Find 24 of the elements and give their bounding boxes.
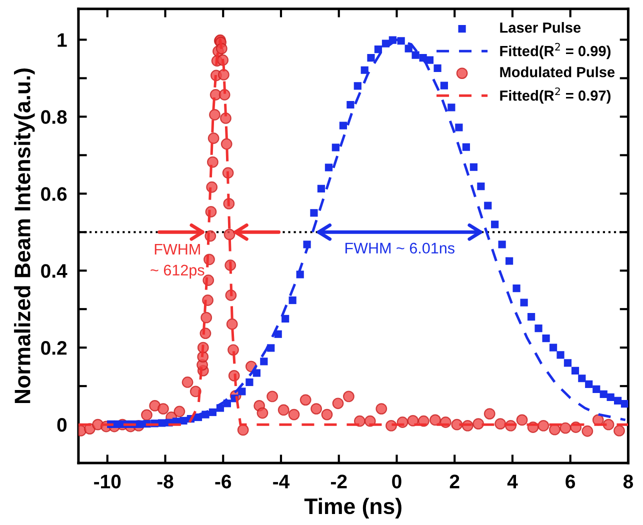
x-tick-label: -6: [215, 474, 232, 488]
y-tick-label: 0.6: [41, 187, 67, 201]
x-tick-label: -4: [273, 474, 290, 488]
annotation: FWHM ~ 612ps: [150, 244, 204, 279]
y-tick-label: 0.8: [41, 110, 67, 124]
legend-label: Fitted(R$^{2}$ = 0.99): [500, 42, 610, 60]
y-tick-label: 0.4: [41, 264, 68, 278]
x-tick-label: -8: [157, 474, 174, 488]
legend-label: Fitted(R$^{2}$ = 0.97): [500, 87, 610, 104]
x-tick-label: -2: [330, 474, 347, 488]
y-axis-title: Normalized Beam Intensity(a.u.): [14, 68, 35, 404]
x-tick-label: 6: [566, 474, 576, 488]
y-tick-label: 1: [58, 33, 67, 47]
x-tick-label: 0: [392, 474, 402, 488]
x-axis-title: Time (ns): [304, 498, 402, 519]
x-tick-label: -10: [94, 474, 121, 488]
legend-label: Modulated Pulse: [500, 66, 615, 78]
y-tick-label: 0: [57, 418, 67, 432]
x-tick-label: 4: [507, 474, 518, 488]
legend-label: Laser Pulse: [500, 22, 581, 33]
x-tick-label: 8: [623, 474, 634, 488]
y-tick-label: 0.2: [41, 341, 67, 355]
x-tick-label: 2: [450, 474, 460, 488]
annotation: FWHM ~ 6.01ns: [345, 242, 454, 254]
